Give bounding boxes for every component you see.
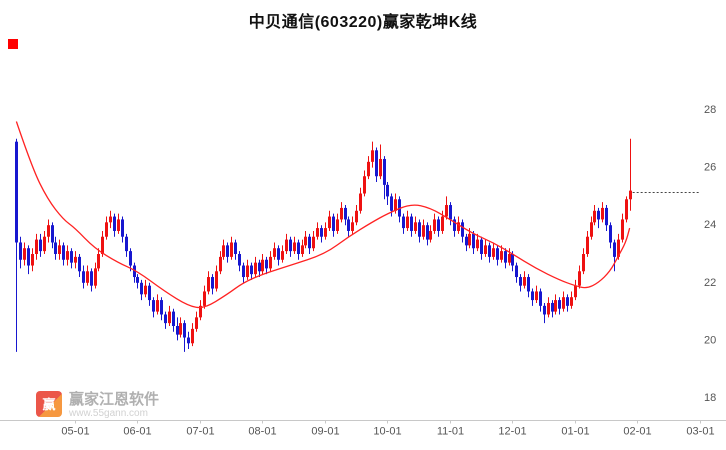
- watermark: 赢 赢家江恩软件 www.55gann.com: [36, 391, 159, 420]
- watermark-brand: 赢家江恩软件: [69, 391, 160, 408]
- logo-char: 赢: [42, 396, 56, 412]
- yingjia-logo-icon: 赢: [36, 391, 62, 417]
- watermark-url: www.55gann.com: [69, 408, 148, 419]
